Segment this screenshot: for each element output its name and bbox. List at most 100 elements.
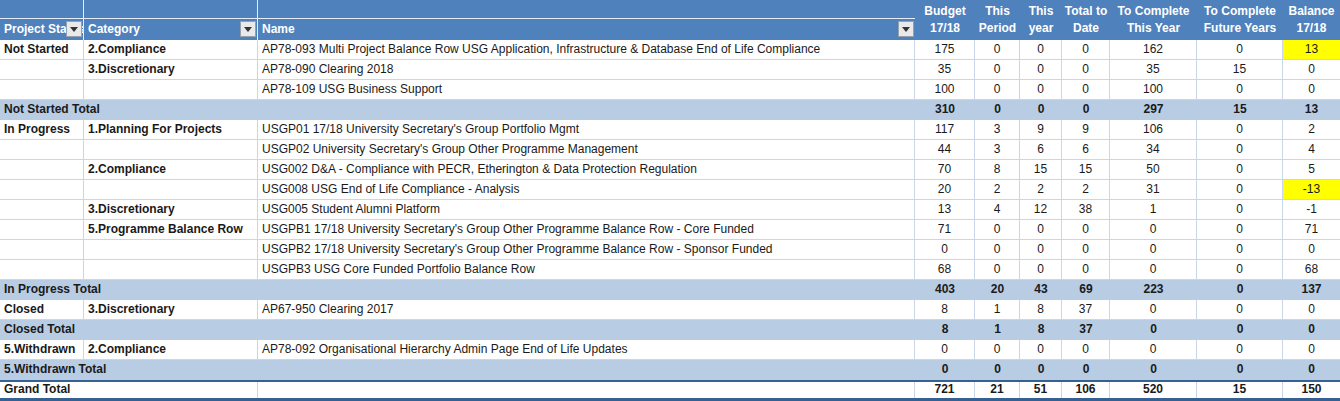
cell-to-complete-this-year[interactable]: 223	[1110, 280, 1197, 300]
cell-balance-17-18[interactable]: 0	[1283, 360, 1340, 380]
cell-category[interactable]: 5.Programme Balance Row	[84, 220, 258, 239]
cell-budget-17-18[interactable]: 721	[915, 382, 975, 398]
cell-to-complete-this-year[interactable]: 1	[1110, 200, 1197, 219]
grand-total-label[interactable]: Grand Total	[0, 382, 258, 398]
cell-balance-17-18[interactable]: 13	[1283, 40, 1340, 59]
filter-button-category[interactable]	[240, 21, 256, 37]
cell-status[interactable]	[0, 140, 84, 159]
cell-balance-17-18[interactable]: 13	[1283, 100, 1340, 120]
cell-to-complete-future-years[interactable]: 0	[1197, 200, 1283, 219]
cell-balance-17-18[interactable]: 0	[1283, 320, 1340, 340]
cell-to-complete-this-year[interactable]: 50	[1110, 160, 1197, 179]
cell-to-complete-future-years[interactable]: 15	[1197, 382, 1283, 398]
cell-balance-17-18[interactable]: 0	[1283, 80, 1340, 99]
cell-this-year[interactable]: 9	[1020, 120, 1062, 139]
cell-category[interactable]: 2.Compliance	[84, 40, 258, 59]
cell-balance-17-18[interactable]: -13	[1283, 180, 1340, 199]
cell-total-to-date[interactable]: 38	[1062, 200, 1110, 219]
cell-total-to-date[interactable]: 9	[1062, 120, 1110, 139]
cell-category[interactable]	[84, 260, 258, 279]
cell-status[interactable]: Closed	[0, 300, 84, 319]
header-cell-balance-17-18[interactable]: Balance 17/18	[1283, 0, 1340, 40]
cell-to-complete-future-years[interactable]: 0	[1197, 80, 1283, 99]
cell-this-period[interactable]: 2	[975, 180, 1020, 199]
cell-balance-17-18[interactable]: 0	[1283, 300, 1340, 319]
cell-this-period[interactable]: 0	[975, 220, 1020, 239]
cell-budget-17-18[interactable]: 68	[915, 260, 975, 279]
cell-this-period[interactable]: 0	[975, 60, 1020, 79]
cell-status[interactable]	[0, 200, 84, 219]
header-cell-category[interactable]: Category	[84, 19, 258, 40]
cell-budget-17-18[interactable]: 44	[915, 140, 975, 159]
cell-balance-17-18[interactable]: 0	[1283, 340, 1340, 359]
cell-to-complete-future-years[interactable]: 0	[1197, 140, 1283, 159]
cell-to-complete-future-years[interactable]: 15	[1197, 60, 1283, 79]
cell-budget-17-18[interactable]: 310	[915, 100, 975, 120]
cell-to-complete-future-years[interactable]: 0	[1197, 220, 1283, 239]
cell-this-period[interactable]: 20	[975, 280, 1020, 300]
cell-this-year[interactable]: 0	[1020, 340, 1062, 359]
cell-to-complete-future-years[interactable]: 0	[1197, 240, 1283, 259]
cell-to-complete-this-year[interactable]: 0	[1110, 220, 1197, 239]
cell-category[interactable]: 2.Compliance	[84, 160, 258, 179]
cell-total-to-date[interactable]: 2	[1062, 180, 1110, 199]
cell-to-complete-this-year[interactable]: 520	[1110, 382, 1197, 398]
header-cell-this-year[interactable]: This year	[1020, 0, 1062, 40]
cell-status[interactable]	[0, 160, 84, 179]
cell-category[interactable]	[84, 240, 258, 259]
cell-to-complete-this-year[interactable]: 0	[1110, 340, 1197, 359]
cell-this-year[interactable]: 12	[1020, 200, 1062, 219]
cell-to-complete-future-years[interactable]: 0	[1197, 180, 1283, 199]
cell-this-period[interactable]: 0	[975, 260, 1020, 279]
cell-this-year[interactable]: 0	[1020, 60, 1062, 79]
cell-name[interactable]: USG008 USG End of Life Compliance - Anal…	[258, 180, 915, 199]
cell-budget-17-18[interactable]: 100	[915, 80, 975, 99]
cell-this-year[interactable]: 43	[1020, 280, 1062, 300]
cell-this-period[interactable]: 3	[975, 120, 1020, 139]
cell-this-period[interactable]: 1	[975, 300, 1020, 319]
filter-button-name[interactable]	[898, 21, 914, 37]
cell-category[interactable]: 3.Discretionary	[84, 60, 258, 79]
cell-status[interactable]: In Progress	[0, 120, 84, 139]
cell-total-to-date[interactable]: 0	[1062, 80, 1110, 99]
cell-name[interactable]: AP78-093 Multi Project Balance Row USG A…	[258, 40, 915, 59]
cell-status[interactable]: 5.Withdrawn	[0, 340, 84, 359]
cell-budget-17-18[interactable]: 0	[915, 240, 975, 259]
cell-total-to-date[interactable]: 69	[1062, 280, 1110, 300]
cell-name[interactable]: USGPB3 USG Core Funded Portfolio Balance…	[258, 260, 915, 279]
cell-status[interactable]: Not Started	[0, 40, 84, 59]
cell-this-year[interactable]: 0	[1020, 260, 1062, 279]
cell-this-year[interactable]: 0	[1020, 80, 1062, 99]
cell-to-complete-future-years[interactable]: 0	[1197, 300, 1283, 319]
cell-budget-17-18[interactable]: 20	[915, 180, 975, 199]
cell-budget-17-18[interactable]: 70	[915, 160, 975, 179]
cell-to-complete-this-year[interactable]: 0	[1110, 360, 1197, 380]
cell-to-complete-this-year[interactable]: 0	[1110, 300, 1197, 319]
cell-to-complete-future-years[interactable]: 0	[1197, 340, 1283, 359]
cell-total-to-date[interactable]: 37	[1062, 300, 1110, 319]
cell-status[interactable]	[0, 260, 84, 279]
cell-to-complete-this-year[interactable]: 31	[1110, 180, 1197, 199]
cell-status[interactable]	[0, 80, 84, 99]
cell-total-to-date[interactable]: 0	[1062, 100, 1110, 120]
cell-this-year[interactable]: 2	[1020, 180, 1062, 199]
cell-budget-17-18[interactable]: 8	[915, 320, 975, 340]
cell-to-complete-this-year[interactable]: 106	[1110, 120, 1197, 139]
cell-to-complete-this-year[interactable]: 162	[1110, 40, 1197, 59]
cell-name[interactable]: AP78-090 Clearing 2018	[258, 60, 915, 79]
cell-to-complete-future-years[interactable]: 0	[1197, 320, 1283, 340]
cell-name[interactable]: USGPB2 17/18 University Secretary's Grou…	[258, 240, 915, 259]
cell-budget-17-18[interactable]: 0	[915, 340, 975, 359]
cell-name[interactable]: USGPB1 17/18 University Secretary's Grou…	[258, 220, 915, 239]
cell-balance-17-18[interactable]: 137	[1283, 280, 1340, 300]
cell-name[interactable]: USG005 Student Alumni Platform	[258, 200, 915, 219]
cell-category[interactable]: 2.Compliance	[84, 340, 258, 359]
cell-this-year[interactable]: 15	[1020, 160, 1062, 179]
cell-budget-17-18[interactable]: 8	[915, 300, 975, 319]
cell-this-period[interactable]: 21	[975, 382, 1020, 398]
cell-balance-17-18[interactable]: 0	[1283, 60, 1340, 79]
cell-category[interactable]	[84, 140, 258, 159]
cell-total-to-date[interactable]: 6	[1062, 140, 1110, 159]
subtotal-label[interactable]: In Progress Total	[0, 280, 915, 300]
cell-budget-17-18[interactable]: 35	[915, 60, 975, 79]
